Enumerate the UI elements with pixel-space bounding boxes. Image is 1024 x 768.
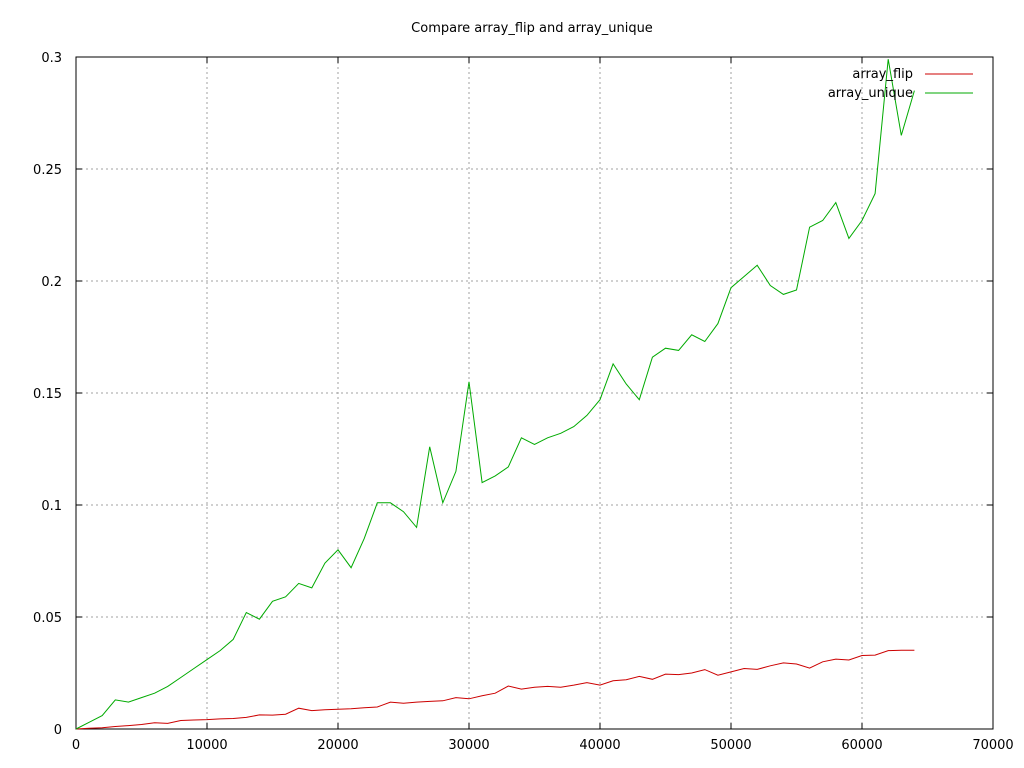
- x-tick-label: 20000: [317, 738, 358, 753]
- chart-title: Compare array_flip and array_unique: [411, 21, 653, 36]
- grid: [76, 57, 993, 729]
- legend-label-array-unique: array_unique: [828, 86, 913, 101]
- x-tick-label: 10000: [186, 738, 227, 753]
- x-tick-label: 70000: [972, 738, 1013, 753]
- x-tick-label: 50000: [710, 738, 751, 753]
- y-tick-label: 0.25: [33, 163, 62, 178]
- y-tick-label: 0.15: [33, 387, 62, 402]
- x-tick-label: 0: [72, 738, 80, 753]
- series-line-array-unique: [75, 59, 915, 730]
- y-tick-label: 0.3: [41, 51, 62, 66]
- x-tick-label: 60000: [841, 738, 882, 753]
- series-line-array-flip: [75, 649, 915, 730]
- x-tick-label: 30000: [448, 738, 489, 753]
- y-tick-label: 0.05: [33, 611, 62, 626]
- legend-label-array-flip: array_flip: [852, 67, 913, 82]
- axes: 0 10000 20000 30000 40000 50000 60000 70000 0 0.0…: [33, 51, 1014, 753]
- legend: array_flip array_unique: [828, 67, 973, 101]
- y-tick-label: 0.1: [41, 499, 62, 514]
- y-tick-label: 0.2: [41, 275, 62, 290]
- y-tick-label: 0: [54, 723, 62, 738]
- series-lines: [75, 59, 915, 730]
- x-tick-label: 40000: [579, 738, 620, 753]
